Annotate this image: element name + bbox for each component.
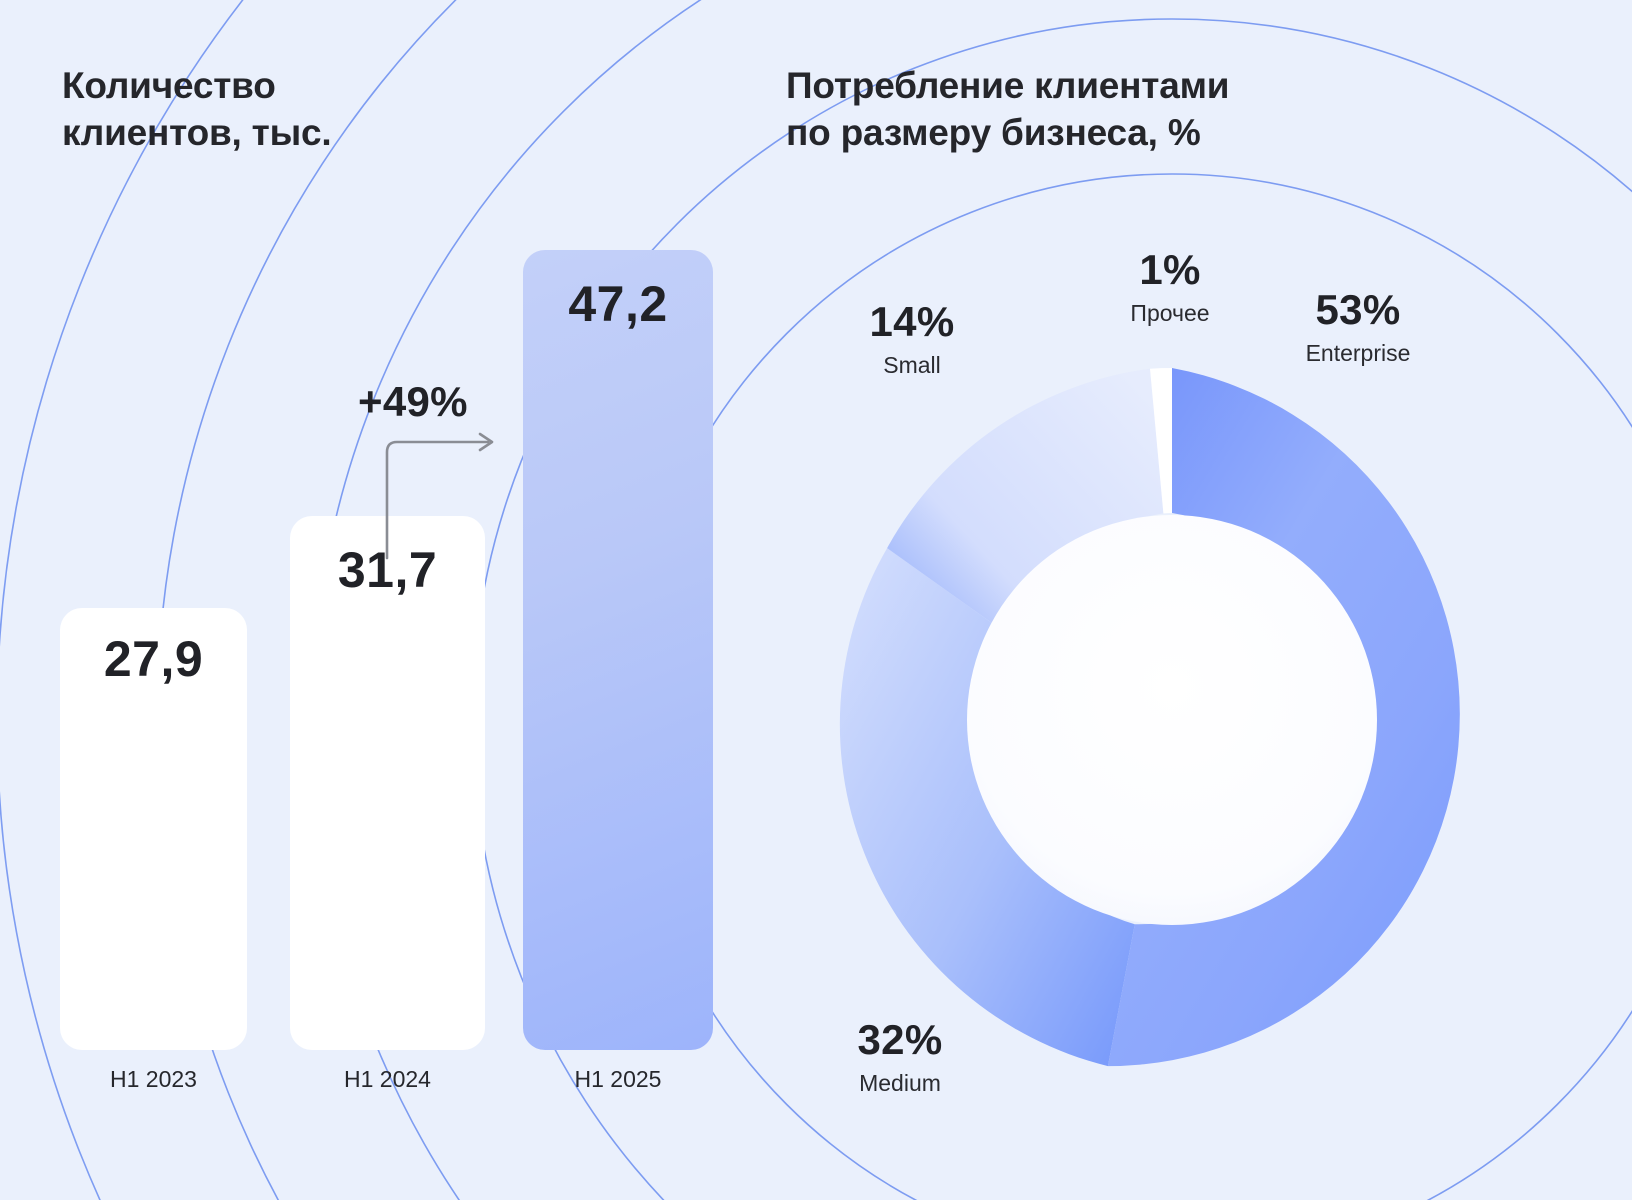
donut-label-other-name: Прочее: [1130, 300, 1210, 327]
donut-chart: [820, 368, 1524, 1072]
bar-category-h1-2023: H1 2023: [110, 1066, 197, 1092]
bar-category-h1-2025: H1 2025: [574, 1066, 662, 1092]
donut-label-enterprise-name: Enterprise: [1305, 340, 1411, 367]
donut-label-medium-name: Medium: [859, 1070, 941, 1097]
bar-category-h1-2024: H1 2024: [344, 1066, 431, 1092]
donut-label-medium: 32% Medium: [790, 1016, 1010, 1099]
donut-segment-small[interactable]: [887, 368, 1164, 634]
bar-value-h1-2025: 47,2: [568, 276, 668, 332]
bar-h1-2024[interactable]: [290, 516, 485, 1050]
bar-h1-2025[interactable]: [523, 250, 713, 1050]
bar-value-h1-2023: 27,9: [103, 631, 204, 687]
donut-label-small-name: Small: [883, 352, 941, 379]
donut-label-enterprise: 53% Enterprise: [1248, 286, 1468, 369]
bar-h1-2023[interactable]: [60, 608, 247, 1050]
right-chart-title: Потребление клиентами по размеру бизнеса…: [786, 65, 1230, 154]
bar-chart: 27,9 H1 2023 31,7 H1 2024 47,2 H1 2025 +…: [60, 250, 713, 1092]
donut-label-small-pct: 14%: [869, 298, 955, 345]
donut-label-other: 1% Прочее: [1060, 246, 1280, 329]
donut-hole: [967, 515, 1377, 925]
left-chart-title: Количество клиентов, тыс.: [62, 65, 332, 154]
donut-label-small: 14% Small: [812, 298, 1012, 381]
donut-label-enterprise-pct: 53%: [1315, 286, 1401, 333]
donut-segment-other[interactable]: [1150, 368, 1172, 514]
growth-annotation-label: +49%: [358, 378, 468, 425]
donut-label-other-pct: 1%: [1139, 246, 1201, 293]
growth-arrow-icon: [385, 432, 494, 560]
donut-segment-enterprise[interactable]: [1107, 368, 1460, 1067]
donut-label-medium-pct: 32%: [857, 1016, 943, 1063]
